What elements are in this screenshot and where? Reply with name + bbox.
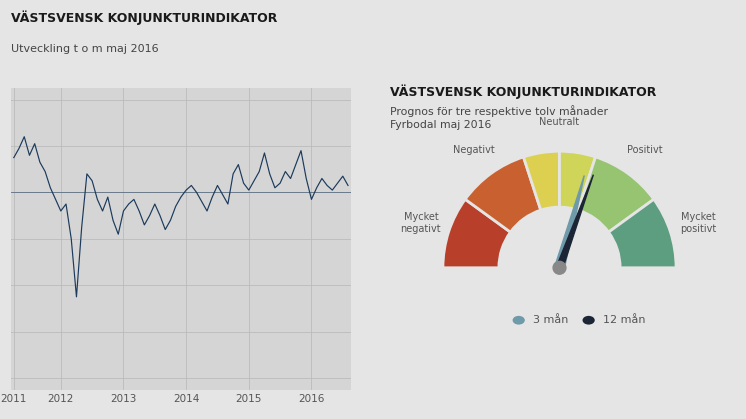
- Text: Negativt: Negativt: [453, 145, 495, 155]
- Polygon shape: [557, 175, 593, 269]
- Text: Positivt: Positivt: [627, 145, 663, 155]
- Text: VÄSTSVENSK KONJUNKTURINDIKATOR: VÄSTSVENSK KONJUNKTURINDIKATOR: [11, 10, 278, 25]
- Text: VÄSTSVENSK KONJUNKTURINDIKATOR: VÄSTSVENSK KONJUNKTURINDIKATOR: [390, 85, 657, 99]
- Text: Utveckling t o m maj 2016: Utveckling t o m maj 2016: [11, 44, 159, 54]
- Circle shape: [553, 261, 566, 274]
- Text: Mycket
negativt: Mycket negativt: [401, 212, 441, 233]
- Text: Mycket
positivt: Mycket positivt: [680, 212, 716, 233]
- Text: Prognos för tre respektive tolv månader: Prognos för tre respektive tolv månader: [390, 105, 609, 116]
- Wedge shape: [524, 151, 560, 210]
- Wedge shape: [466, 157, 541, 232]
- Wedge shape: [609, 199, 676, 268]
- Wedge shape: [443, 199, 510, 268]
- Wedge shape: [560, 151, 595, 210]
- Text: Neutralt: Neutralt: [539, 117, 580, 127]
- Text: 12 mån: 12 mån: [603, 315, 645, 325]
- Polygon shape: [555, 176, 584, 269]
- Ellipse shape: [513, 316, 525, 325]
- Text: 3 mån: 3 mån: [533, 315, 568, 325]
- Text: Fyrbodal maj 2016: Fyrbodal maj 2016: [390, 120, 492, 130]
- Ellipse shape: [583, 316, 595, 325]
- Wedge shape: [578, 157, 653, 232]
